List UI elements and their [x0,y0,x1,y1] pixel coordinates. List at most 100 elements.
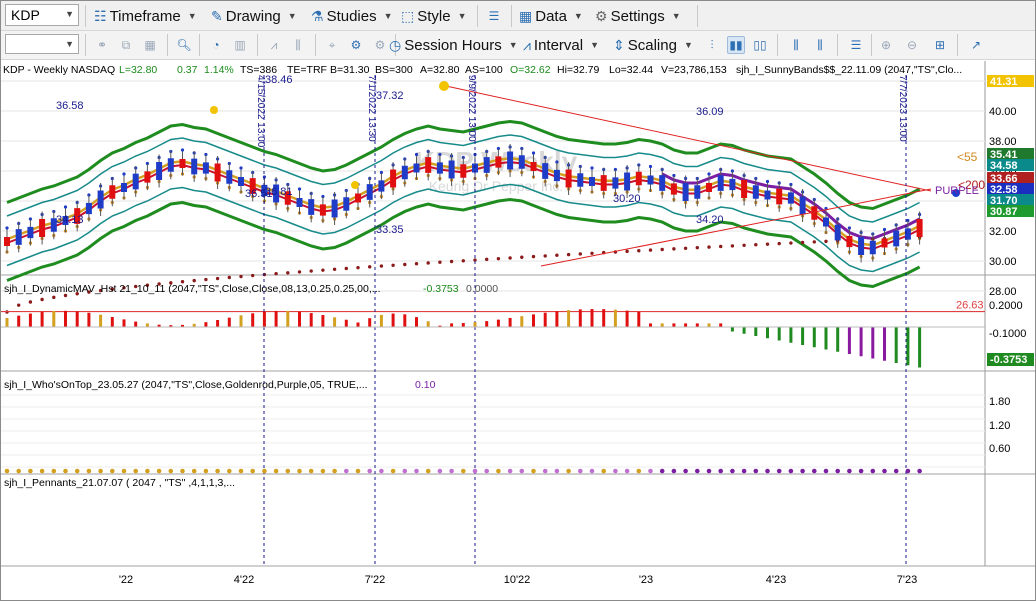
layout-icon[interactable]: ☰ [488,9,500,23]
candle-body [355,193,361,203]
whos-on-top-dot [882,468,887,474]
volume-bars-icon[interactable]: ⫼ [793,37,799,52]
gear-icon[interactable]: ⚙ [350,38,362,52]
separator [871,34,872,56]
timeframe-button[interactable]: ☷ Timeframe ▼ [94,4,197,28]
blue-dot [297,187,302,191]
candle-body [589,177,595,186]
long-ma-dot [777,241,781,246]
scaling-button[interactable]: ⇕ Scaling ▼ [613,33,693,57]
header-volume: V=23,786,153 [661,64,727,76]
hollow-candle-icon[interactable]: ▯▯ [753,38,767,52]
blue-dot [145,161,149,166]
candle-body [27,226,34,239]
whos-on-top-dot [367,468,373,474]
candle-body [507,151,514,170]
candle-body [85,202,92,215]
long-ma-dot [520,255,524,259]
flask-icon: ⚗ [311,7,324,24]
zoom-out-icon[interactable]: ⊖ [906,38,918,52]
bars-icon[interactable]: ⫼ [295,37,301,52]
interval-button[interactable]: ⩘ Interval ▼ [523,33,599,57]
whos-on-top-dot [636,468,642,474]
separator [777,34,778,56]
chevron-down-icon[interactable]: ▼ [65,39,74,49]
chevron-down-icon: ▼ [383,11,393,21]
header-last: L=32.80 [119,64,157,76]
grid-icon[interactable]: ▦ [144,38,156,52]
price-annotation: 30.20 [613,193,641,205]
bar-type-icon[interactable]: ⫶ [710,37,714,52]
panel2-title: sjh_I_DynamicMAV_Hst 21_10_11 (2047,"TS"… [4,283,381,295]
long-ma-dot [672,247,676,251]
candlestick-icon[interactable]: ▮▮ [727,36,745,54]
whos-on-top-dot [344,468,349,474]
clock-icon: ◷ [389,36,402,53]
price-axis[interactable]: 42.0040.0038.0036.0034.0032.0030.0028.00… [956,75,1034,455]
marker [210,106,218,114]
whos-on-top-dot [648,468,653,474]
volume-bars-alt-icon[interactable]: ⫼ [817,37,823,52]
candle-body [670,183,677,195]
price-tick-label: 32.00 [989,226,1017,238]
whos-on-top-dot [683,468,688,474]
separator [85,34,86,56]
fit-icon[interactable]: ⊞ [934,38,946,52]
long-ma-dot [63,293,68,298]
long-ma-dot [414,262,419,266]
session-hours-button[interactable]: ◷ Session Hours ▼ [389,33,518,57]
whos-on-top-dots [4,468,922,474]
blue-dot [204,152,208,157]
long-ma-dot [403,262,407,267]
long-ma-dot [110,287,115,291]
style-button[interactable]: ⬚ Style ▼ [401,4,467,28]
time-axis[interactable]: '22 4'22 7'22 10'22 '23 4'23 7'23 [119,574,917,586]
zoom-search-icon[interactable]: 🔍︎ [176,38,192,52]
long-ma-dot [426,261,430,265]
whos-on-top-dot [110,468,115,474]
header-bid-size: BS=300 [375,64,413,76]
studies-button[interactable]: ⚗ Studies ▼ [311,4,393,28]
header-ask-size: AS=100 [465,64,503,76]
table-icon: ▦ [519,7,533,24]
settings-label: Settings [610,7,665,25]
template-select[interactable]: ▼ [5,34,79,54]
line-chart-icon[interactable]: ⩘ [270,37,278,52]
settings-alt-icon[interactable]: ⚙ [374,38,386,52]
candle-body [39,219,46,237]
drawing-button[interactable]: ✎ Drawing ▼ [211,4,297,28]
chart-icon[interactable]: ▥ [234,38,246,52]
data-label: Data [535,7,567,25]
header-ts: TS=386 [240,64,277,76]
crosshair-icon[interactable]: ⌖ [328,37,336,52]
chevron-down-icon[interactable]: ▼ [65,9,74,19]
grid-lines [1,80,985,468]
header-pct: 1.14% [204,64,234,76]
whos-on-top-dot [238,468,244,474]
timeframe-label: Timeframe [109,7,181,25]
long-ma-dot [75,292,79,296]
whos-on-top-dot [917,468,922,474]
chart-area[interactable]: KDP Weekly Keurig Dr Pepper Inc. KDP - W… [1,61,1035,600]
candle-body [518,155,525,169]
price-marker-label: 30.87 [990,206,1018,218]
candle-body [659,175,666,191]
gauge-icon[interactable]: ◔ [212,38,220,52]
link-icon[interactable]: ⚭ [96,38,108,52]
candle-body [893,230,900,247]
candle-body [706,183,712,192]
candle-body [97,190,104,209]
layout-icon[interactable]: ☰ [850,38,862,52]
data-button[interactable]: ▦ Data ▼ [519,4,583,28]
long-ma-dot [496,256,501,261]
zoom-in-icon[interactable]: ⊕ [880,38,892,52]
long-ma-dot [485,257,489,262]
tag-55: <55 [957,150,978,164]
copy-icon[interactable]: ⧉ [121,37,131,52]
candle-body [799,196,806,215]
trend-icon[interactable]: ↗ [970,38,982,52]
settings-button[interactable]: ⚙ Settings ▼ [595,4,681,28]
symbol-input[interactable]: KDP ▼ [5,4,79,26]
studies-label: Studies [326,7,377,25]
whos-on-top-dot [624,468,630,474]
